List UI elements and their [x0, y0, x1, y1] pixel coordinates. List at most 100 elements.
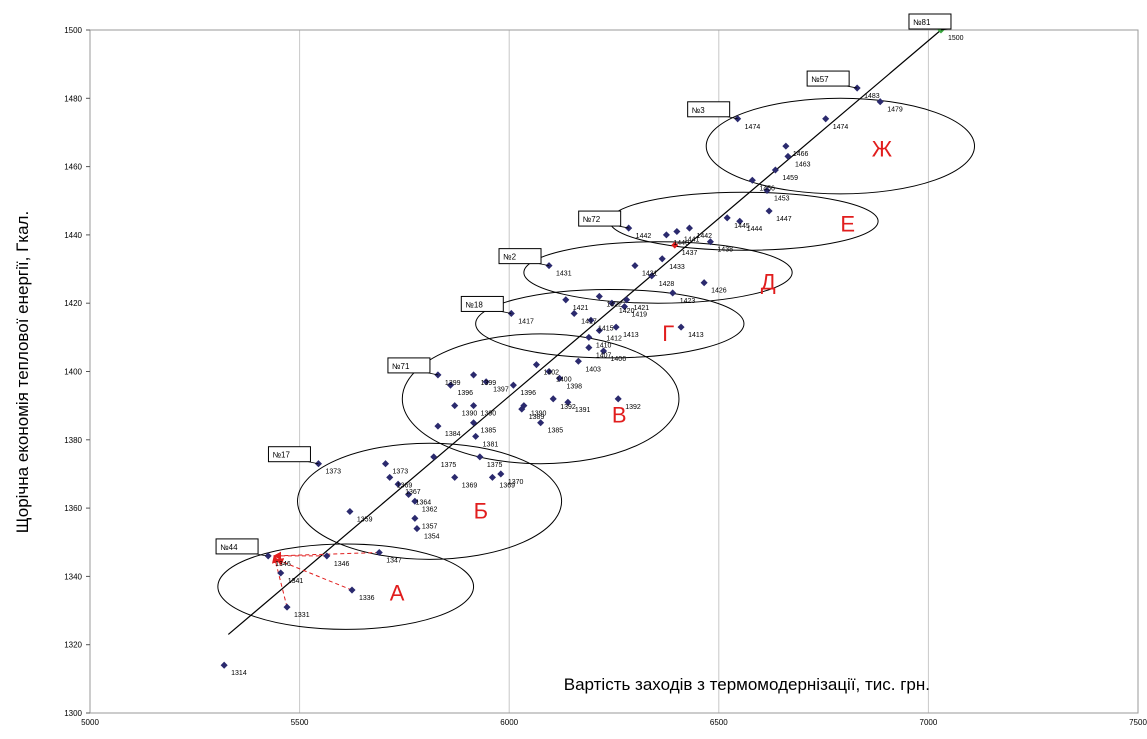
- data-label: 1407: [596, 353, 612, 360]
- cluster-ellipse: [217, 543, 475, 630]
- data-point: [413, 525, 421, 533]
- data-point: [346, 507, 354, 516]
- data-label: 1347: [386, 557, 402, 564]
- data-label: 1463: [795, 161, 811, 168]
- callout-label: №2: [503, 253, 517, 262]
- dashed-arrow: [271, 554, 288, 608]
- data-label: 1392: [625, 404, 641, 411]
- x-tick-label: 5000: [81, 718, 99, 727]
- data-label: 1421: [634, 305, 650, 312]
- data-label: 1479: [887, 107, 903, 114]
- y-axis-title: Щорічна економія теплової енергії, Гкал.: [13, 211, 32, 533]
- data-label: 1399: [445, 380, 461, 387]
- data-point: [587, 316, 595, 324]
- data-label: 1390: [462, 411, 478, 418]
- data-label: 1423: [680, 298, 696, 305]
- callout-leader: [255, 553, 267, 557]
- data-label: 1421: [573, 305, 589, 312]
- data-point: [700, 279, 708, 287]
- data-label: 1367: [405, 489, 421, 496]
- data-label: 1390: [531, 411, 547, 418]
- data-point: [658, 255, 666, 263]
- cluster-ellipse: [705, 97, 976, 195]
- data-label: 1410: [596, 342, 612, 349]
- data-label: 1396: [458, 390, 474, 397]
- data-label: 1381: [483, 441, 499, 448]
- data-point: [382, 460, 390, 468]
- data-point: [264, 552, 272, 560]
- data-point: [620, 303, 629, 311]
- y-tick-label: 1420: [64, 299, 82, 308]
- data-label: 1445: [734, 223, 750, 230]
- data-label: 1403: [585, 366, 601, 373]
- data-label: 1415: [598, 325, 614, 332]
- data-point: [470, 371, 478, 379]
- data-label: 1346: [334, 561, 350, 568]
- data-label: 1422: [606, 301, 622, 308]
- data-label: 1373: [393, 469, 409, 476]
- data-points: [220, 26, 945, 669]
- trendline: [227, 29, 942, 635]
- data-label: 1390: [481, 411, 497, 418]
- cluster-ellipse: [523, 241, 793, 304]
- data-point: [648, 272, 656, 280]
- data-point: [537, 419, 545, 427]
- data-label: 1413: [623, 332, 639, 339]
- x-tick-label: 7500: [1129, 718, 1147, 727]
- data-label: 1406: [611, 356, 627, 363]
- data-point: [470, 419, 478, 427]
- data-point: [283, 603, 291, 611]
- data-label: 1369: [499, 482, 515, 489]
- y-tick-label: 1440: [64, 231, 82, 240]
- x-axis-title: Вартість заходів з термомодернізації, ти…: [564, 675, 930, 694]
- data-point: [736, 217, 744, 225]
- data-point: [685, 224, 693, 232]
- data-label: 1384: [445, 431, 461, 438]
- callout-label: №17: [272, 451, 290, 460]
- callout-leader: [940, 28, 950, 31]
- group-label: Г: [662, 321, 674, 346]
- y-tick-label: 1400: [64, 368, 82, 377]
- axis-ticks: 5000 5500 6000 6500 7000 7500 1300 1320 1340 1360…: [64, 26, 1147, 727]
- callout-box: [215, 538, 259, 555]
- group-label: Е: [840, 211, 855, 236]
- data-label: 1438: [717, 247, 733, 254]
- x-tick-label: 6500: [710, 718, 728, 727]
- callout-label: №18: [465, 300, 483, 309]
- data-label: 1456: [759, 185, 775, 192]
- callout-box: [806, 70, 850, 87]
- y-tick-label: 1360: [64, 504, 82, 513]
- callout-box: [578, 210, 622, 227]
- cluster-ellipse: [401, 333, 680, 465]
- data-point: [476, 453, 484, 461]
- data-point: [671, 241, 679, 249]
- data-label: 1483: [864, 93, 880, 100]
- data-label: 1341: [288, 578, 304, 585]
- data-label: 1397: [493, 387, 509, 394]
- callout-leader: [538, 263, 550, 267]
- data-point: [669, 289, 677, 297]
- callout-leader: [618, 225, 629, 229]
- data-label: 1375: [487, 462, 503, 469]
- data-point: [782, 142, 790, 150]
- callout-label: №72: [583, 215, 601, 224]
- y-tick-label: 1460: [64, 163, 82, 172]
- data-point: [585, 344, 593, 352]
- data-point: [411, 497, 419, 505]
- data-point: [631, 262, 639, 270]
- data-label: 1346: [275, 561, 291, 568]
- cluster-ellipse: [609, 191, 879, 251]
- data-point: [612, 323, 620, 331]
- y-tick-label: 1500: [64, 26, 82, 35]
- data-point: [765, 207, 773, 215]
- cluster-ellipses: [217, 97, 976, 630]
- data-label: 1417: [518, 318, 534, 325]
- callout-label: №81: [913, 18, 931, 27]
- data-point: [497, 470, 505, 478]
- data-label: 1364: [416, 499, 432, 506]
- data-point: [323, 552, 331, 560]
- data-point: [394, 480, 402, 488]
- data-label: 1336: [359, 595, 375, 602]
- data-label: 1433: [669, 264, 685, 271]
